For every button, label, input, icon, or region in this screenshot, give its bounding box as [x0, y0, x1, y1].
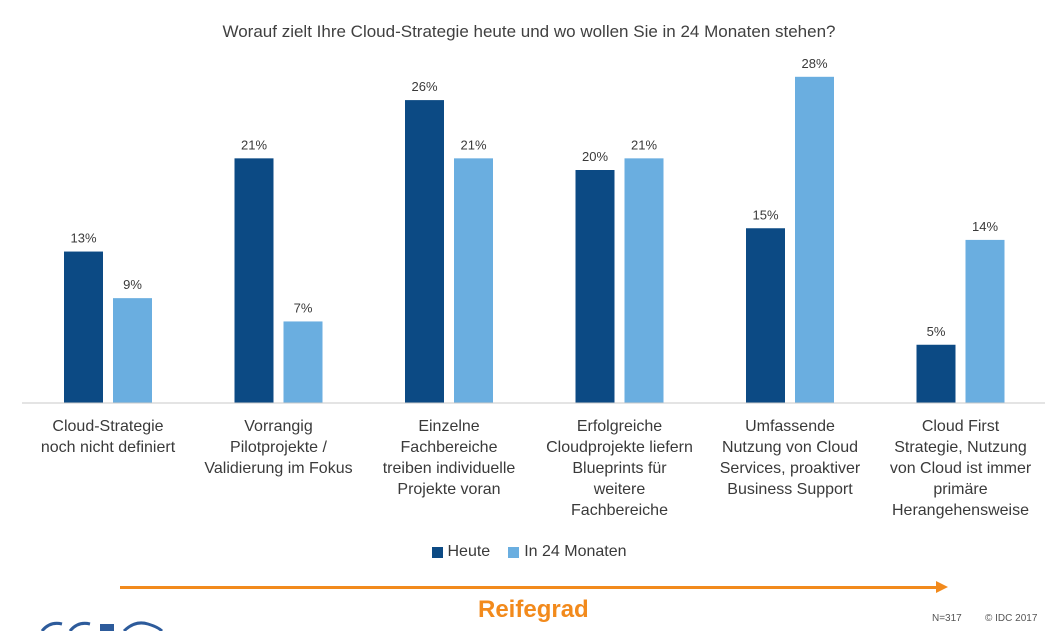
category-label-2: Vorrangig Pilotprojekte / Validierung im…: [204, 418, 353, 477]
bar-heute-3: [405, 100, 444, 403]
legend-swatch-heute: [431, 546, 443, 558]
bar-heute-6: [916, 344, 956, 403]
category-label-6: Cloud First Strategie, Nutzung von Cloud…: [889, 418, 1032, 519]
bar-24-monate-1: [113, 298, 152, 403]
maturity-label: Reifegrad: [478, 596, 589, 623]
bar-heute-4: [575, 170, 615, 403]
data-label-24-monate-6: 14%: [972, 219, 998, 234]
legend-item-heute: Heute: [431, 543, 491, 561]
data-label-heute-6: 5%: [927, 324, 946, 339]
data-label-24-monate-3: 21%: [460, 137, 486, 152]
legend: Heute In 24 Monaten: [0, 543, 1058, 561]
copyright-note: © IDC 2017: [985, 613, 1038, 624]
data-label-heute-5: 15%: [752, 207, 778, 222]
logo-fragment: [40, 621, 164, 631]
data-label-heute-3: 26%: [411, 79, 437, 94]
legend-label-24-monate: In 24 Monaten: [524, 543, 627, 560]
bar-24-monate-4: [624, 158, 664, 403]
chart-title: Worauf zielt Ihre Cloud-Strategie heute …: [222, 22, 836, 41]
bar-heute-1: [64, 251, 103, 403]
data-label-heute-2: 21%: [241, 137, 267, 152]
bar-24-monate-6: [965, 239, 1005, 403]
bar-24-monate-3: [454, 158, 493, 403]
maturity-arrow-head: [936, 581, 948, 593]
legend-swatch-24-monate: [508, 546, 520, 558]
bar-heute-5: [746, 228, 785, 403]
data-label-24-monate-1: 9%: [123, 277, 142, 292]
bar-24-monate-5: [795, 76, 834, 404]
legend-item-24-monate: In 24 Monaten: [508, 543, 627, 561]
legend-label-heute: Heute: [447, 543, 491, 560]
bar-24-monate-2: [283, 321, 323, 403]
data-label-heute-4: 20%: [582, 149, 608, 164]
data-label-heute-1: 13%: [70, 231, 96, 246]
category-label-5: Umfassende Nutzung von Cloud Services, p…: [719, 418, 861, 498]
data-label-24-monate-2: 7%: [294, 300, 313, 315]
category-label-4: Erfolgreiche Cloudprojekte liefern Bluep…: [546, 418, 693, 519]
maturity-arrow-line: [120, 586, 938, 589]
bars-layer: 13% 9% 21% 7% 26% 21% 20% 21% 15% 28% 5% 14%: [64, 56, 1005, 404]
data-label-24-monate-5: 28%: [801, 56, 827, 71]
sample-size-note: N=317: [932, 613, 962, 624]
category-label-1: Cloud-Strategie noch nicht definiert: [40, 418, 176, 456]
bar-heute-2: [234, 158, 274, 403]
data-label-24-monate-4: 21%: [631, 137, 657, 152]
category-label-3: Einzelne Fachbereiche treiben individuel…: [382, 418, 516, 498]
